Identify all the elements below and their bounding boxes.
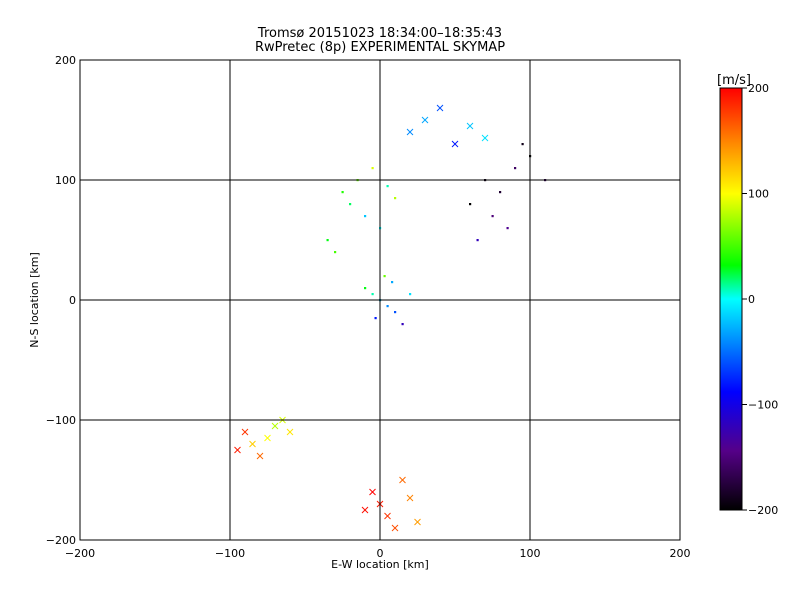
data-point-cross xyxy=(436,104,444,112)
data-point-cross xyxy=(249,440,256,448)
data-point-dot xyxy=(349,203,352,206)
x-axis-label: E-W location [km] xyxy=(331,558,429,571)
colorbar-label: [m/s] xyxy=(717,73,751,88)
colorbar-tick-label: −100 xyxy=(748,399,778,412)
data-point-dot xyxy=(341,191,344,194)
x-tick-label: 100 xyxy=(520,547,541,560)
x-tick-label: −200 xyxy=(65,547,95,560)
data-point-dot xyxy=(409,293,412,296)
data-point-dot xyxy=(383,275,386,278)
data-point-cross xyxy=(384,512,391,520)
data-point-dot xyxy=(391,281,394,284)
data-point-cross xyxy=(466,122,474,130)
data-point-dot xyxy=(364,287,367,290)
data-point-dot xyxy=(491,215,494,218)
y-axis-label: N-S location [km] xyxy=(28,252,41,348)
data-point-dot xyxy=(386,185,389,188)
x-tick-label: −100 xyxy=(215,547,245,560)
colorbar-tick-label: 100 xyxy=(748,188,769,201)
data-point-dot xyxy=(401,323,404,326)
colorbar-tick-label: 200 xyxy=(748,82,769,95)
y-axis: −200 −100 0 100 200 xyxy=(46,54,680,547)
y-tick-label: 0 xyxy=(69,294,76,307)
data-point-cross xyxy=(241,428,249,436)
data-point-dot xyxy=(469,203,472,206)
data-point-dot xyxy=(514,167,517,170)
colorbar-ticks: 200 100 0 −100 −200 xyxy=(742,82,778,517)
data-point-dot xyxy=(371,167,374,170)
data-point-cross xyxy=(361,506,369,514)
colorbar-tick-label: 0 xyxy=(748,293,755,306)
data-point-cross xyxy=(286,428,294,436)
y-tick-label: −200 xyxy=(46,534,76,547)
data-point-cross xyxy=(421,116,429,124)
x-tick-label: 200 xyxy=(670,547,691,560)
data-point-cross xyxy=(271,422,279,430)
grid xyxy=(80,60,680,540)
data-point-cross xyxy=(399,476,406,484)
y-tick-label: −100 xyxy=(46,414,76,427)
data-point-dot xyxy=(476,239,479,242)
data-point-dot xyxy=(364,215,367,218)
data-point-dot xyxy=(394,197,397,200)
data-point-dot xyxy=(326,239,329,242)
x-tick-label: 0 xyxy=(377,547,384,560)
data-point-dot xyxy=(374,317,377,320)
data-point-dot xyxy=(394,311,397,314)
data-point-dot xyxy=(506,227,509,230)
chart-title: Tromsø 20151023 18:34:00–18:35:43 xyxy=(257,26,503,41)
data-point-dot xyxy=(499,191,502,194)
colorbar-tick-label: −200 xyxy=(748,504,778,517)
data-point-cross xyxy=(406,128,414,136)
data-point-cross xyxy=(234,446,241,454)
data-point-cross xyxy=(256,452,264,460)
data-point-cross xyxy=(369,488,376,496)
data-point-cross xyxy=(481,134,489,142)
chart-subtitle: RwPretec (8p) EXPERIMENTAL SKYMAP xyxy=(254,40,506,55)
data-point-cross xyxy=(391,524,399,532)
data-point-cross xyxy=(414,518,421,526)
data-point-cross xyxy=(406,494,414,502)
data-point-cross xyxy=(451,140,459,148)
y-tick-label: 100 xyxy=(55,174,76,187)
data-point-cross xyxy=(264,434,271,442)
data-point-dot xyxy=(371,293,374,296)
colorbar xyxy=(719,87,743,511)
y-tick-label: 200 xyxy=(55,54,76,67)
data-point-dot xyxy=(521,143,524,146)
data-point-dot xyxy=(334,251,337,254)
scatter-points xyxy=(234,104,547,532)
x-axis: −200 −100 0 100 200 xyxy=(65,60,691,560)
data-point-dot xyxy=(386,305,389,308)
